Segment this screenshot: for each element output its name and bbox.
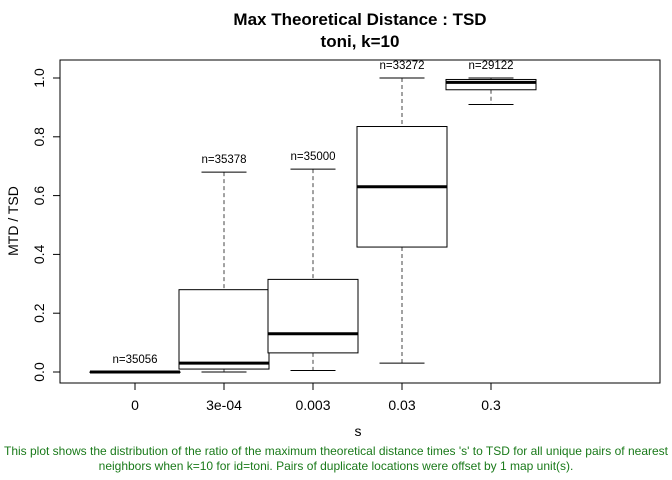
- box-group: n=29122: [445, 60, 537, 105]
- y-tick-label: 1.0: [31, 68, 47, 88]
- box-group: n=35056: [89, 354, 181, 374]
- box-iqr: [178, 289, 270, 370]
- count-label: n=35378: [201, 154, 246, 166]
- chart-caption: This plot shows the distribution of the …: [3, 444, 668, 473]
- count-label: n=35000: [290, 151, 335, 163]
- count-label: n=35056: [112, 354, 157, 366]
- box-plot: Max Theoretical Distance : TSD toni, k=1…: [5, 10, 661, 439]
- chart-subtitle: toni, k=10: [321, 32, 400, 51]
- y-tick-label: 0.2: [31, 303, 47, 323]
- chart-title: Max Theoretical Distance : TSD: [233, 10, 486, 29]
- count-label: n=33272: [379, 60, 424, 72]
- x-axis-label: s: [355, 423, 362, 439]
- x-tick-label: 0: [131, 397, 139, 413]
- y-tick-label: 0.4: [31, 244, 47, 264]
- x-tick-label: 0.3: [481, 397, 501, 413]
- x-tick-label: 0.003: [295, 397, 330, 413]
- count-label: n=29122: [468, 60, 513, 72]
- x-tick-label: 3e-04: [206, 397, 242, 413]
- boxes-layer: n=35056 n=35378 n=35000 n=33272 n=29122: [89, 60, 537, 374]
- box-iqr: [445, 78, 537, 91]
- box-iqr: [267, 278, 359, 354]
- y-axis: 0.0 0.2 0.4 0.6 0.8 1.0: [31, 68, 61, 382]
- y-tick-label: 0.6: [31, 186, 47, 206]
- x-tick-label: 0.03: [388, 397, 415, 413]
- y-tick-label: 0.0: [31, 362, 47, 382]
- y-axis-label: MTD / TSD: [5, 186, 21, 256]
- box-group: n=33272: [356, 60, 448, 364]
- box-group: n=35378: [178, 154, 270, 373]
- box-group: n=35000: [267, 151, 359, 372]
- y-tick-label: 0.8: [31, 127, 47, 147]
- x-axis: 0 3e-04 0.003 0.03 0.3: [131, 382, 501, 413]
